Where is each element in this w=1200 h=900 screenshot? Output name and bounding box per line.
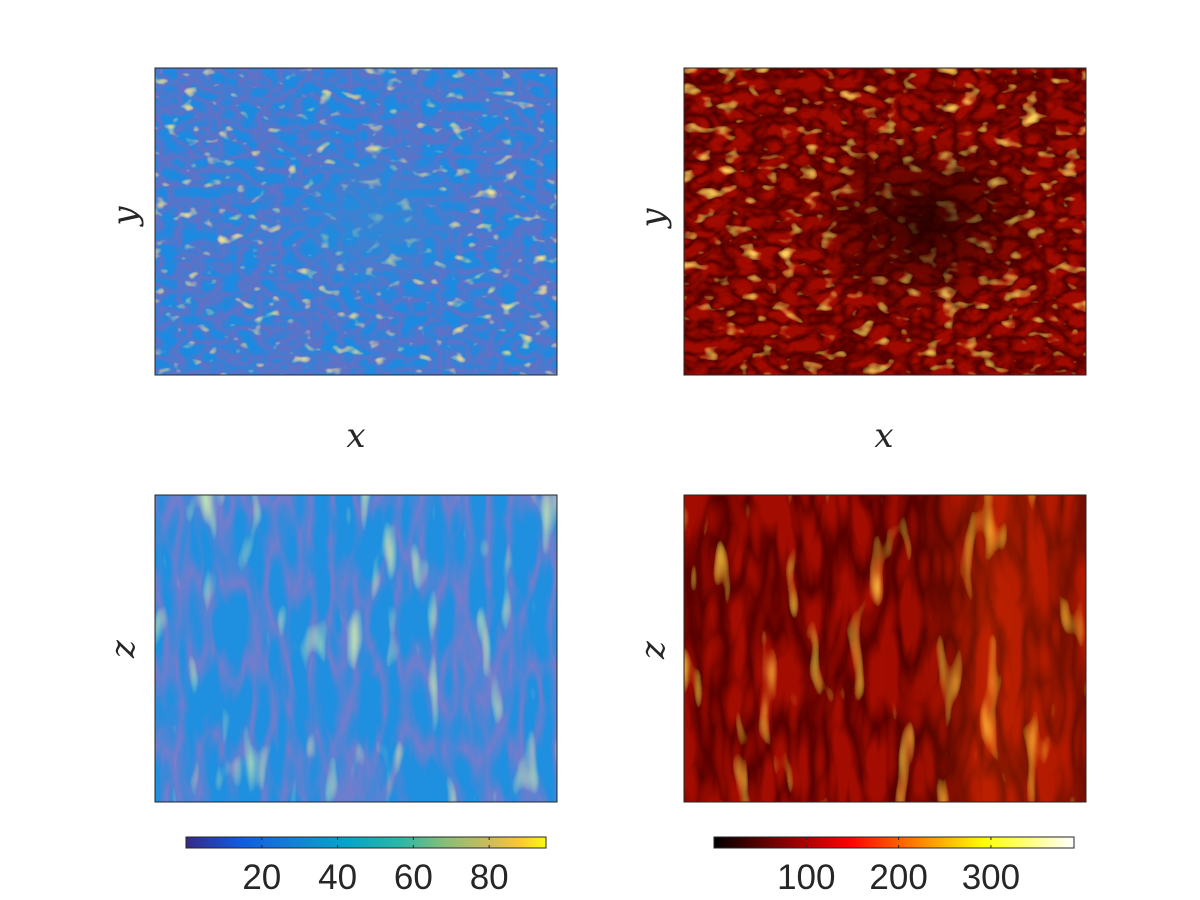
heatmap-panel-top-left: x y [105, 67, 558, 456]
colorbar-ticks: 20 40 60 80 [242, 837, 509, 897]
heatmap-calm-region [684, 68, 1086, 375]
axis-label-y: y [105, 206, 145, 228]
axes-box [683, 67, 1087, 376]
colorbar-tick-label: 20 [242, 858, 281, 897]
colorbar-ticks: 100 200 300 [777, 837, 1020, 897]
colorbar-tick-label: 300 [962, 858, 1020, 897]
heatmap-right-boost [684, 495, 1086, 802]
heatmap-panel-top-right: x y [633, 67, 1087, 456]
colorbar-hot: 100 200 300 [713, 836, 1075, 897]
heatmap-panel-bottom-left: z [103, 494, 558, 803]
axis-label-x: x [346, 416, 365, 456]
colorbar-gradient [713, 836, 1075, 849]
axis-label-z: z [633, 640, 673, 660]
colorbar-tick-label: 100 [777, 858, 835, 897]
colorbar-tick-label: 200 [869, 858, 927, 897]
axis-label-y: y [633, 208, 673, 230]
colorbar-gradient [185, 836, 547, 849]
axes-box [154, 494, 558, 803]
colorbar-tick-label: 80 [470, 858, 509, 897]
heatmap-texture [155, 495, 557, 802]
colorbar-tick-label: 40 [318, 858, 357, 897]
axes-box [683, 494, 1087, 803]
colorbar-tick-label: 60 [394, 858, 433, 897]
heatmap-panel-bottom-right: z [633, 494, 1087, 803]
axes-box [154, 67, 558, 376]
colorbar-parula: 20 40 60 80 [185, 836, 547, 897]
axis-label-x: x [874, 416, 893, 456]
heatmap-calm-region [155, 68, 557, 375]
axis-label-z: z [103, 639, 143, 659]
